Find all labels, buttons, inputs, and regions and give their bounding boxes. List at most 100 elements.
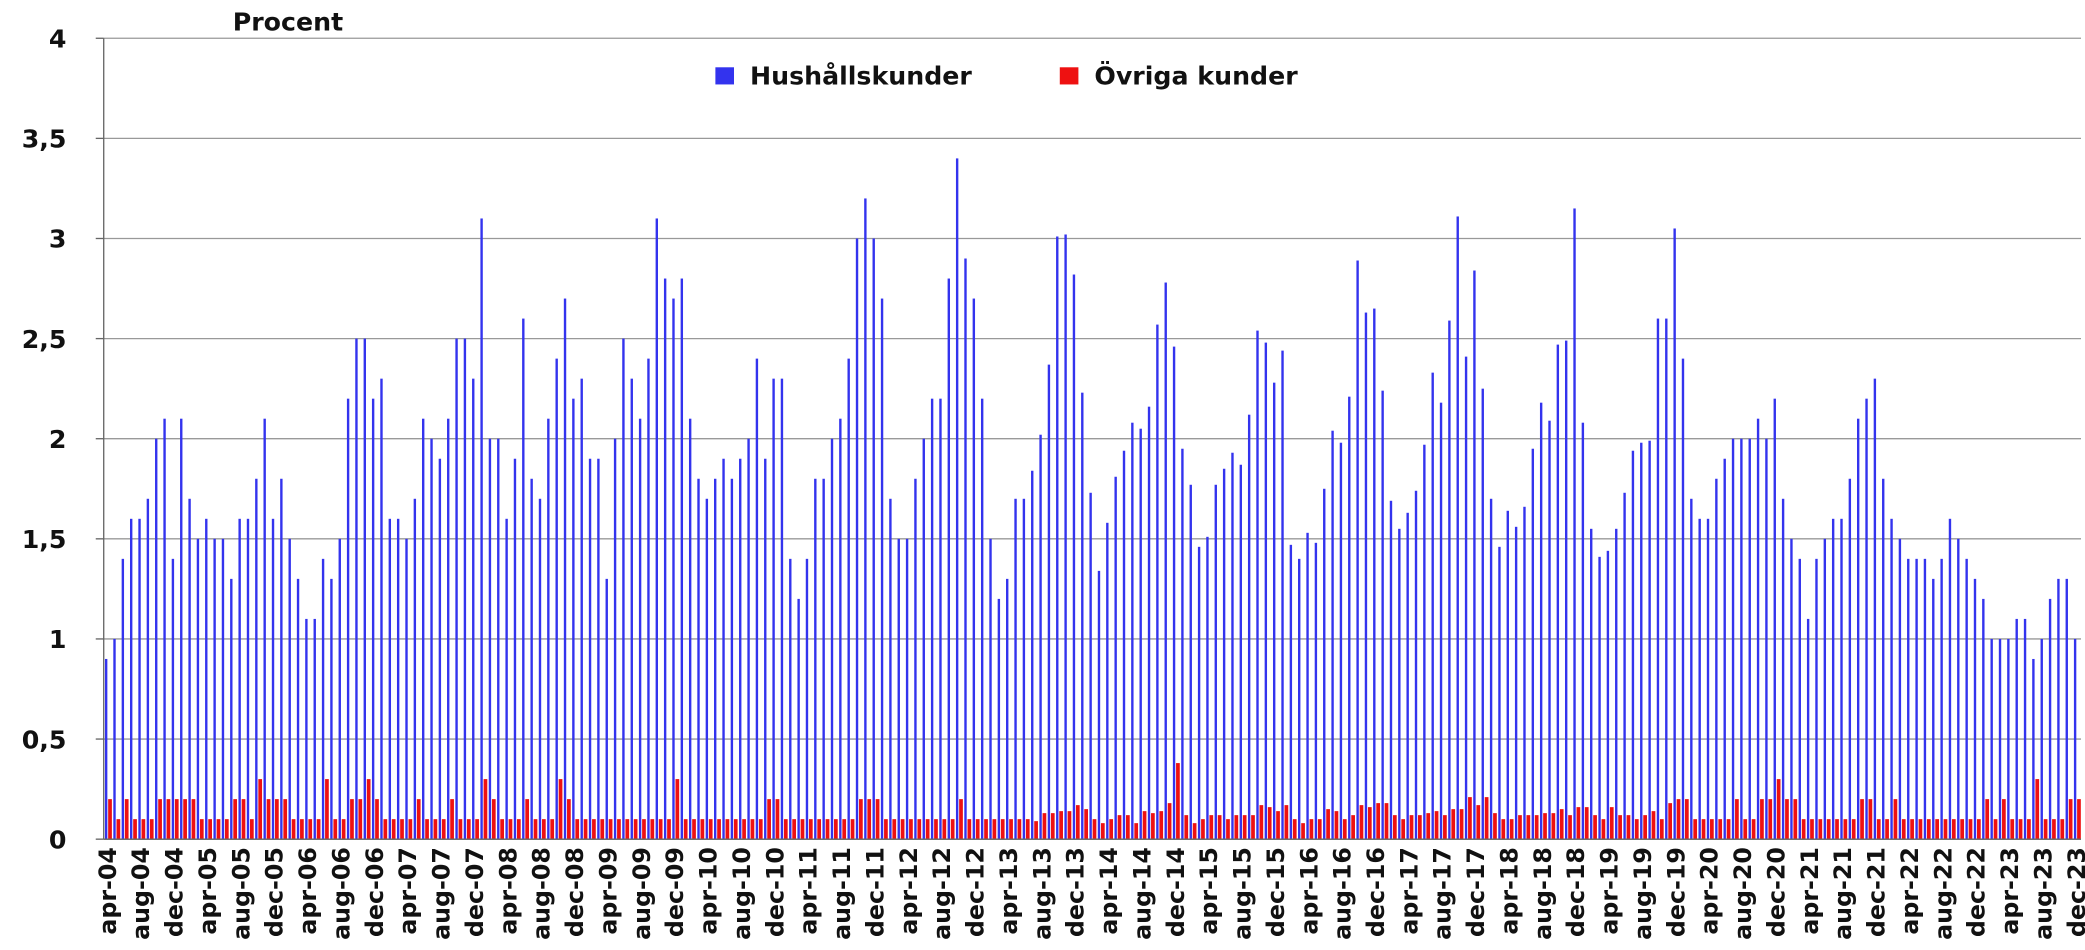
bar (1176, 763, 1180, 840)
bar (396, 518, 400, 840)
bar (1197, 546, 1201, 840)
bar (1126, 815, 1130, 840)
bar (1226, 819, 1230, 840)
bar (1923, 558, 1927, 840)
bar (1342, 819, 1347, 840)
bar (1756, 418, 1760, 840)
x-tick-label: dec-23 (2063, 847, 2085, 937)
bar (864, 198, 867, 840)
bar (1025, 819, 1030, 840)
bar (447, 418, 450, 840)
bar (917, 819, 922, 840)
bar (1139, 428, 1142, 840)
bar (1810, 819, 1814, 840)
bar (1631, 450, 1635, 840)
bar (321, 558, 325, 840)
bar (583, 819, 588, 840)
bar (1384, 803, 1389, 840)
bar (346, 398, 350, 840)
x-tick-label: aug-14 (1128, 847, 1156, 940)
x-tick-label: apr-11 (795, 847, 823, 935)
bar (491, 799, 496, 840)
bar (366, 779, 371, 840)
bar (124, 799, 129, 840)
bar (825, 819, 830, 840)
bar (129, 518, 133, 840)
x-tick-label: apr-10 (694, 847, 722, 935)
bar (1114, 476, 1117, 840)
bar (1601, 819, 1606, 840)
bar (508, 819, 513, 840)
bar (380, 378, 383, 840)
bar (1326, 809, 1330, 840)
bar (742, 819, 746, 840)
bar (316, 819, 321, 840)
y-tick-label: 2,5 (22, 325, 67, 354)
bar (433, 819, 438, 840)
bar (1201, 819, 1205, 840)
legend-label: Hushållskunder (750, 62, 973, 91)
bar (466, 819, 471, 840)
bar (889, 498, 892, 840)
bar (1623, 492, 1626, 840)
bar (1998, 638, 2002, 840)
bar (1835, 819, 1839, 840)
bar (305, 618, 308, 840)
bar (283, 799, 288, 840)
bar (1484, 797, 1489, 840)
bar (241, 799, 246, 840)
bar (1598, 556, 1601, 840)
bar (1406, 512, 1409, 840)
bar (271, 518, 275, 840)
bar (1806, 618, 1810, 840)
bar (113, 638, 116, 840)
bar (1267, 807, 1272, 840)
x-tick-label: dec-10 (761, 847, 789, 937)
bar (1067, 811, 1072, 840)
bar (375, 799, 379, 840)
bar (613, 438, 617, 840)
bar (1723, 458, 1726, 840)
bar (413, 498, 417, 840)
bar (567, 799, 571, 840)
bar (1651, 811, 1656, 840)
bar (1167, 803, 1172, 840)
bar (622, 338, 625, 840)
bar (2077, 799, 2081, 840)
bar (1434, 811, 1439, 840)
bar (1890, 518, 1893, 840)
bar (817, 819, 822, 840)
bar (939, 398, 942, 840)
bar (805, 558, 809, 840)
bar (1192, 823, 1197, 840)
bar (725, 819, 730, 840)
x-tick-label: aug-20 (1729, 847, 1757, 940)
bar (880, 298, 884, 840)
bar (1234, 815, 1239, 840)
bar (1348, 396, 1351, 840)
bar (1489, 498, 1493, 840)
bar (1990, 638, 1993, 840)
bar (1893, 799, 1898, 840)
bar (1009, 819, 1013, 840)
x-tick-label: aug-11 (828, 847, 856, 940)
x-tick-label: dec-04 (161, 847, 189, 937)
y-tick-label: 1,5 (22, 525, 67, 554)
x-tick-label: dec-09 (661, 847, 689, 937)
bar (1039, 434, 1042, 840)
bar (783, 819, 788, 840)
bar (1860, 799, 1864, 840)
x-tick-label: apr-04 (94, 847, 122, 935)
bar (263, 418, 266, 840)
bar (875, 799, 880, 840)
bar (1468, 797, 1472, 840)
bar (1498, 546, 1501, 840)
bar (1064, 234, 1067, 840)
x-tick-label: apr-20 (1696, 847, 1724, 935)
bar (1209, 815, 1214, 840)
bar (238, 518, 241, 840)
bar (1317, 819, 1322, 840)
bar (1106, 522, 1109, 840)
bar (1231, 452, 1234, 840)
bar (104, 658, 108, 840)
